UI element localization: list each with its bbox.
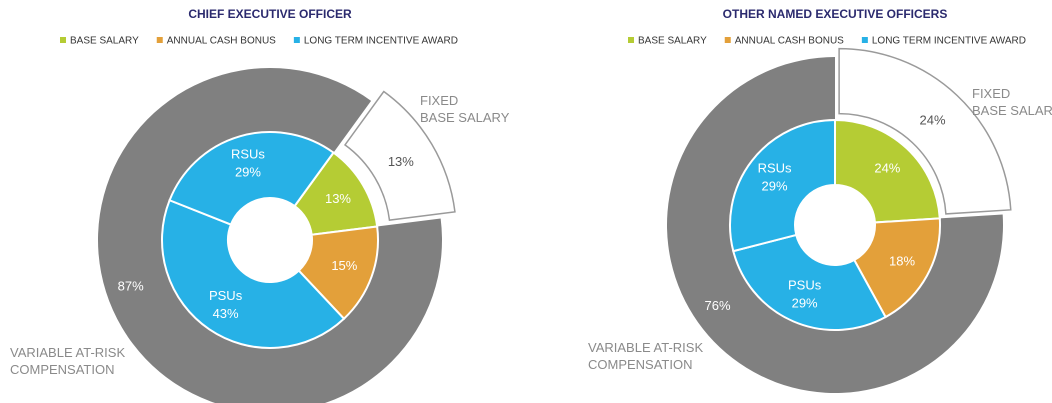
outer-value-label: 87% xyxy=(118,278,144,293)
inner-value-label: 15% xyxy=(331,258,357,273)
outer-category-label: BASE SALARY xyxy=(420,110,510,125)
legend-label: LONG TERM INCENTIVE AWARD xyxy=(304,36,458,47)
legend-label: LONG TERM INCENTIVE AWARD xyxy=(872,36,1026,47)
inner-value-label: 18% xyxy=(889,253,915,268)
outer-category-label: COMPENSATION xyxy=(588,357,693,372)
inner-category-label: PSUs xyxy=(209,288,243,303)
inner-segment xyxy=(732,233,887,331)
inner-segment xyxy=(834,118,941,224)
inner-value-label: 43% xyxy=(213,306,239,321)
outer-value-label: 13% xyxy=(388,154,414,169)
outer-category-label: FIXED xyxy=(972,86,1010,101)
legend-swatch xyxy=(861,37,868,43)
inner-value-label: 29% xyxy=(762,179,788,194)
inner-category-label: RSUs xyxy=(231,147,265,162)
inner-value-label: 13% xyxy=(325,191,351,206)
inner-category-label: PSUs xyxy=(788,278,822,293)
legend-swatch xyxy=(628,37,634,43)
outer-category-label: FIXED xyxy=(420,93,458,108)
outer-category-label: VARIABLE AT-RISK xyxy=(10,345,125,360)
outer-segment xyxy=(667,57,1004,393)
chart-title: CHIEF EXECUTIVE OFFICER xyxy=(188,7,352,21)
outer-segment xyxy=(343,90,456,221)
inner-category-label: RSUs xyxy=(758,161,792,176)
outer-category-label: COMPENSATION xyxy=(10,362,115,377)
inner-segment xyxy=(852,217,941,319)
legend-swatch xyxy=(156,37,163,43)
legend-swatch xyxy=(60,37,66,43)
outer-segment xyxy=(98,68,443,403)
inner-segment xyxy=(729,118,836,253)
outer-category-label: BASE SALARY xyxy=(972,103,1052,118)
inner-value-label: 29% xyxy=(235,165,261,180)
legend-label: BASE SALARY xyxy=(638,36,707,47)
legend-label: BASE SALARY xyxy=(70,36,139,47)
inner-segment xyxy=(161,198,346,349)
legend-label: ANNUAL CASH BONUS xyxy=(735,36,844,47)
legend-swatch xyxy=(724,37,731,43)
legend-swatch xyxy=(293,37,300,43)
inner-value-label: 24% xyxy=(874,161,900,176)
outer-segment xyxy=(838,47,1012,215)
outer-value-label: 76% xyxy=(705,298,731,313)
outer-category-label: VARIABLE AT-RISK xyxy=(588,340,703,355)
inner-segment xyxy=(168,131,335,226)
chart-title: OTHER NAMED EXECUTIVE OFFICERS xyxy=(723,7,948,21)
outer-value-label: 24% xyxy=(920,113,946,128)
legend-label: ANNUAL CASH BONUS xyxy=(167,36,276,47)
inner-value-label: 29% xyxy=(792,296,818,311)
